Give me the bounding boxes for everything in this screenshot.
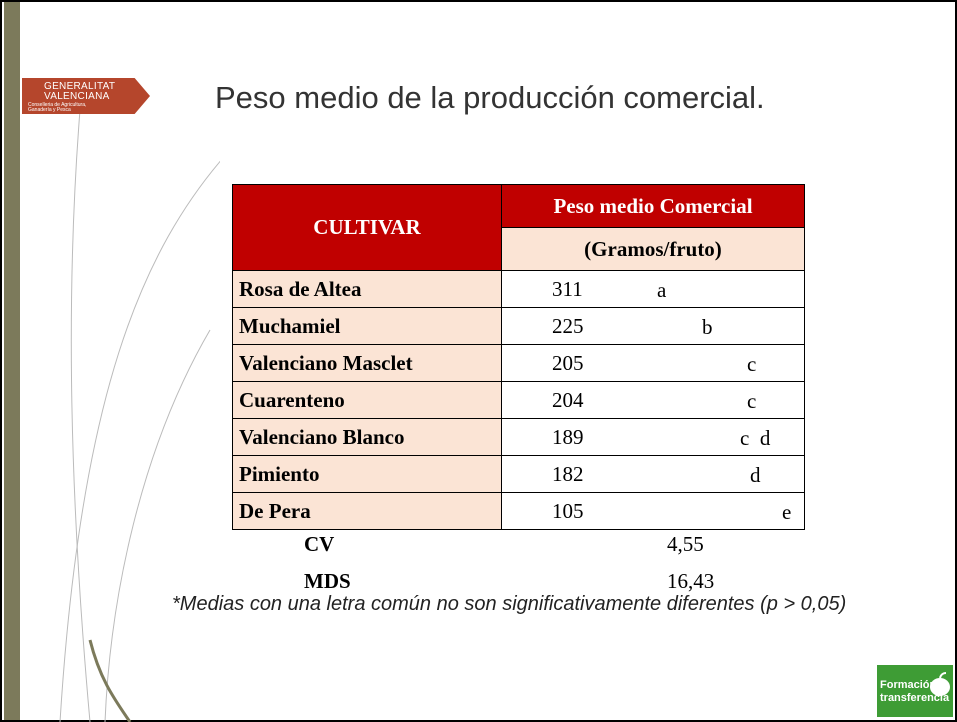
logo: GENERALITAT VALENCIANA Conselleria de Ag… [22,78,150,114]
apple-icon [930,672,950,696]
letter-text: e [782,500,792,524]
value-text: 105 [552,498,584,523]
logo-text: VALENCIANA [44,91,110,102]
table-row: Muchamiel 225 b [232,307,805,345]
decor-lines [59,109,220,722]
logo-text: Formación y [880,679,946,691]
cultivar-cell: Pimiento [232,455,502,493]
stat-value: 16,43 [667,569,715,593]
decor-line [104,329,211,722]
header-cell: (Gramos/fruto) [501,227,805,271]
value-cell: 105 e [501,492,805,530]
letter-text: b [702,315,713,339]
value-cell: 205 c [501,344,805,382]
data-table: CULTIVAR Peso medio Comercial (Gramos/fr… [232,184,805,530]
letter-text: a [657,278,667,302]
decor-line [59,160,220,722]
letter-text: c [747,389,757,413]
logo-text: GENERALITAT [44,81,116,92]
value-text: 204 [552,387,584,412]
value-cell: 311 a [501,270,805,308]
stat-row: MDS 16,43 [232,569,832,605]
value-text: 205 [552,350,584,375]
table-row: De Pera 105 e [232,492,805,530]
table-row: Rosa de Altea 311 a [232,270,805,308]
value-text: 182 [552,461,584,486]
cultivar-cell: De Pera [232,492,502,530]
table-row: Cuarenteno 204 c [232,381,805,419]
table-row: Valenciano Blanco 189 c d [232,418,805,456]
cultivar-cell: Valenciano Masclet [232,344,502,382]
value-text: 189 [552,424,584,449]
stat-value: 4,55 [667,532,704,556]
value-cell: 204 c [501,381,805,419]
header-row: (Gramos/fruto) [233,227,805,271]
value-text: 311 [552,276,583,301]
value-text: 225 [552,313,584,338]
header-cell: Peso medio Comercial [501,184,805,228]
cultivar-cell: Valenciano Blanco [232,418,502,456]
decor-line [70,109,91,722]
cultivar-cell: Rosa de Altea [232,270,502,308]
table-row: Pimiento 182 d [232,455,805,493]
value-cell: 225 b [501,307,805,345]
table-body: CULTIVAR Peso medio Comercial (Gramos/fr… [232,184,805,530]
footer-logo: Formación y transferencia [877,665,953,717]
letter-text: d [750,463,761,487]
letter-text: c [747,352,757,376]
stat-label: MDS [304,569,351,593]
side-stripe [4,2,20,720]
header-row: CULTIVAR Peso medio Comercial [232,184,805,271]
stat-label: CV [304,532,335,556]
slide-title: Peso medio de la producción comercial. [215,80,765,115]
letter-text: c d [740,426,771,450]
value-cell: 182 d [501,455,805,493]
logo-text: Ganadería y Pesca [28,107,71,113]
footnote: *Medias con una letra común no son signi… [172,593,847,615]
table-row: Valenciano Masclet 205 c [232,344,805,382]
stat-row: CV 4,55 [232,532,832,568]
value-cell: 189 c d [501,418,805,456]
cultivar-cell: Muchamiel [232,307,502,345]
cultivar-cell: Cuarenteno [232,381,502,419]
logo-text: transferencia [880,692,950,704]
logo-text: Conselleria de Agricultura, [28,102,87,108]
header-cell: CULTIVAR [232,184,502,271]
decor-line [88,639,132,722]
